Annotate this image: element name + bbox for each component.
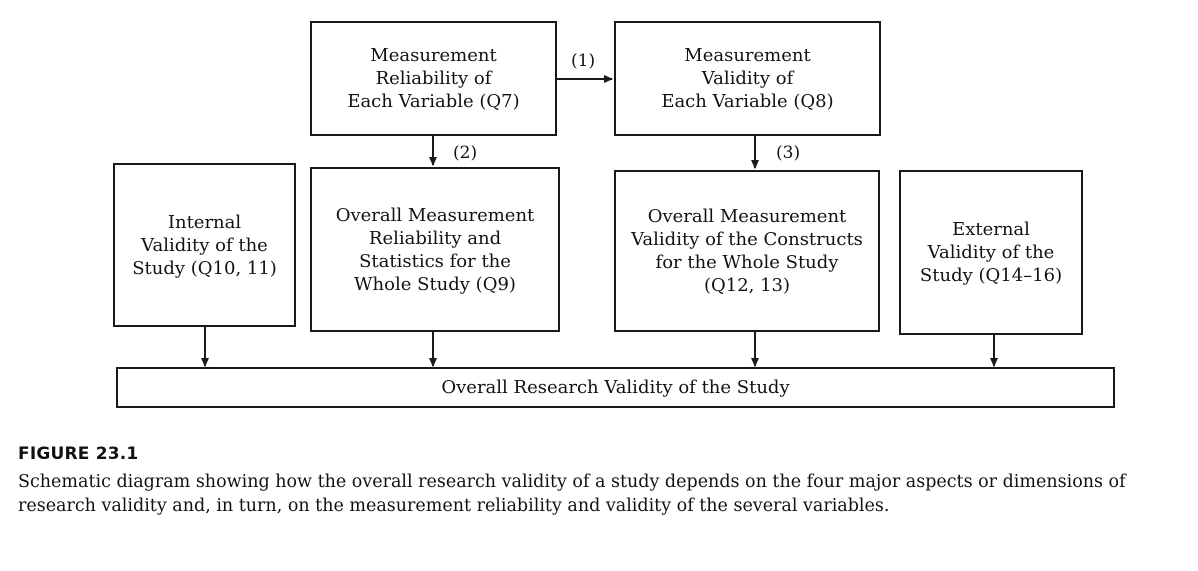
box-measurement-reliability: Measurement Reliability of Each Variable…: [310, 21, 557, 136]
figure-caption: FIGURE 23.1 Schematic diagram showing ho…: [18, 444, 1183, 518]
arrow-label-3: (3): [776, 143, 801, 163]
arrow-label-1: (1): [571, 51, 596, 71]
box-internal-validity: Internal Validity of the Study (Q10, 11): [113, 163, 296, 327]
box-overall-research-validity: Overall Research Validity of the Study: [116, 367, 1115, 408]
box-overall-reliability: Overall Measurement Reliability and Stat…: [310, 167, 560, 332]
arrow-label-2: (2): [453, 143, 478, 163]
box-external-validity: External Validity of the Study (Q14–16): [899, 170, 1083, 335]
figure-title: FIGURE 23.1: [18, 444, 139, 464]
figure-description: Schematic diagram showing how the overal…: [18, 472, 1126, 516]
box-overall-validity: Overall Measurement Validity of the Cons…: [614, 170, 880, 332]
box-measurement-validity: Measurement Validity of Each Variable (Q…: [614, 21, 881, 136]
